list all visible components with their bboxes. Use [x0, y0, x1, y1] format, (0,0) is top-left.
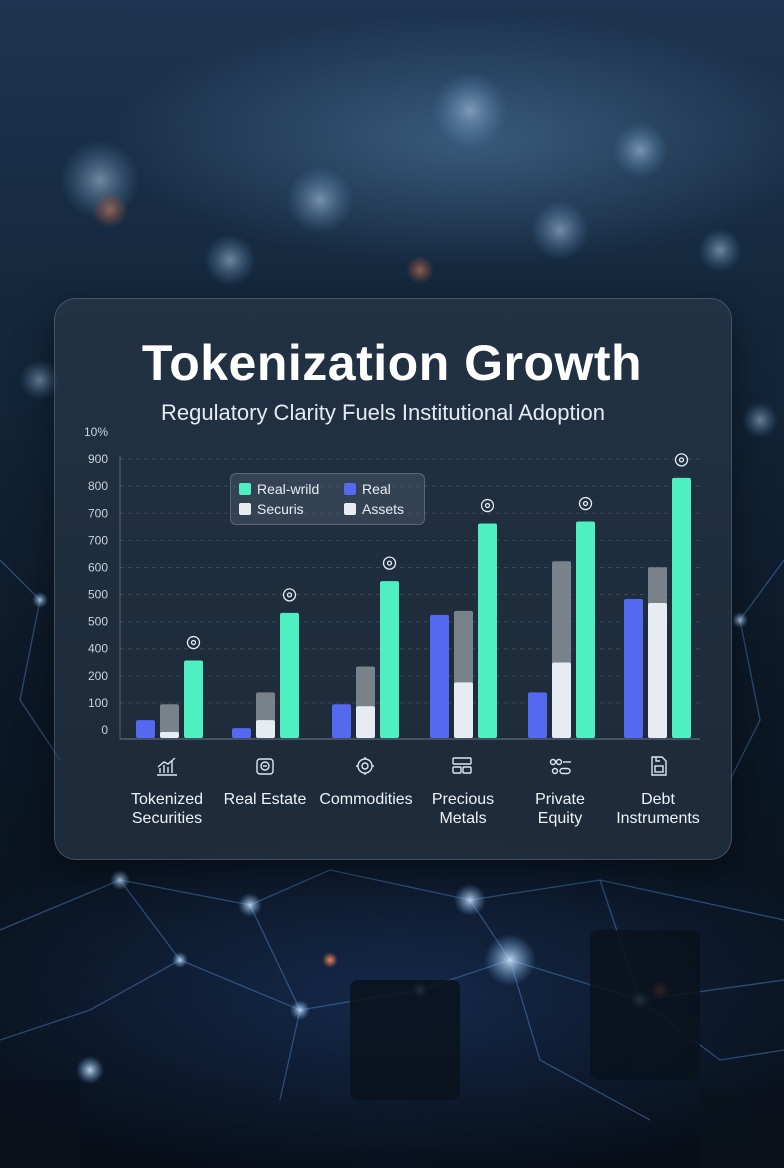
bokeh-lights: [20, 72, 778, 438]
bar-assets: [648, 602, 667, 738]
bar-chart: 10% 900 800 700 700 600 500 500 400 200 100 0: [84, 425, 700, 740]
bar-real-wrild: [184, 660, 203, 738]
chart-subtitle: Regulatory Clarity Fuels Institutional A…: [161, 400, 605, 425]
chart-panel: [54, 298, 732, 860]
y-tick-label: 200: [88, 669, 108, 683]
bar-real-wrild: [672, 477, 691, 738]
legend-swatch-2: [344, 483, 356, 495]
y-tick-label: 600: [88, 560, 108, 574]
category-label-3: Commodities: [319, 791, 413, 808]
chart-growth-icon: [157, 757, 177, 776]
y-tick-label: 900: [88, 452, 108, 466]
category-label-6: Debt Instruments: [616, 791, 700, 827]
bar-real: [430, 614, 449, 738]
bar-real-wrild: [280, 612, 299, 738]
bar-real: [624, 599, 643, 738]
grid-lines: [119, 456, 700, 740]
legend-label-2: Real: [362, 481, 391, 497]
category-label-2: Real Estate: [223, 791, 307, 808]
bar-assets: [356, 706, 375, 738]
y-axis-ticks: 10% 900 800 700 700 600 500 500 400 200 100 0: [84, 425, 108, 737]
chart-legend: Real-wrild Real Securis Assets: [230, 473, 425, 525]
chart-title: Tokenization Growth: [141, 335, 643, 391]
bar-assets: [160, 732, 179, 738]
sliders-icon: [549, 758, 571, 775]
category-label-5: Private Equity: [535, 791, 585, 827]
legend-swatch-4: [344, 503, 356, 515]
y-tick-label: 700: [88, 506, 108, 520]
network-icon: [674, 453, 689, 467]
cloud-icon: [578, 496, 593, 511]
y-tick-label: 500: [88, 615, 108, 629]
legend-item-1: Real-wrild: [239, 481, 319, 497]
monitor-icon: [186, 635, 201, 650]
category-label-4: Precious Metals: [431, 791, 495, 827]
bar-top-icons: [186, 453, 689, 650]
y-tick-label: 400: [88, 642, 108, 656]
bar-assets: [552, 662, 571, 738]
legend-swatch-3: [239, 503, 251, 515]
building-icon: [256, 758, 274, 775]
gold-bars-icon: [452, 757, 472, 774]
bar-real-wrild: [478, 523, 497, 738]
legend-item-3: Securis: [239, 501, 304, 517]
bar-real-wrild: [576, 521, 595, 738]
bar-assets: [256, 720, 275, 738]
legend-item-2: Real: [344, 481, 391, 497]
category-label-1: Tokenized Securities: [130, 791, 204, 827]
y-tick-label: 800: [88, 479, 108, 493]
legend-label-4: Assets: [362, 501, 405, 517]
bars: [136, 477, 691, 738]
sparkle-icon: [382, 556, 397, 570]
y-tick-label: 10%: [84, 425, 108, 439]
dark-blocks: [0, 930, 784, 1168]
bar-assets: [454, 682, 473, 738]
bar-real: [232, 728, 251, 738]
wifi-icon: [282, 588, 297, 602]
legend-label-3: Securis: [257, 501, 304, 517]
y-tick-label: 100: [88, 696, 108, 710]
document-icon: [651, 756, 667, 776]
y-tick-label: 0: [101, 723, 108, 737]
y-tick-label: 700: [88, 533, 108, 547]
legend-swatch-1: [239, 483, 251, 495]
bar-real: [332, 704, 351, 738]
coin-icon: [480, 498, 495, 513]
gear-coin-icon: [356, 757, 374, 775]
bar-real-wrild: [380, 581, 399, 738]
bar-real: [136, 720, 155, 738]
legend-item-4: Assets: [344, 501, 404, 517]
bar-securis: [160, 704, 179, 738]
bar-real: [528, 692, 547, 738]
legend-label-1: Real-wrild: [257, 481, 320, 497]
y-tick-label: 500: [88, 588, 108, 602]
